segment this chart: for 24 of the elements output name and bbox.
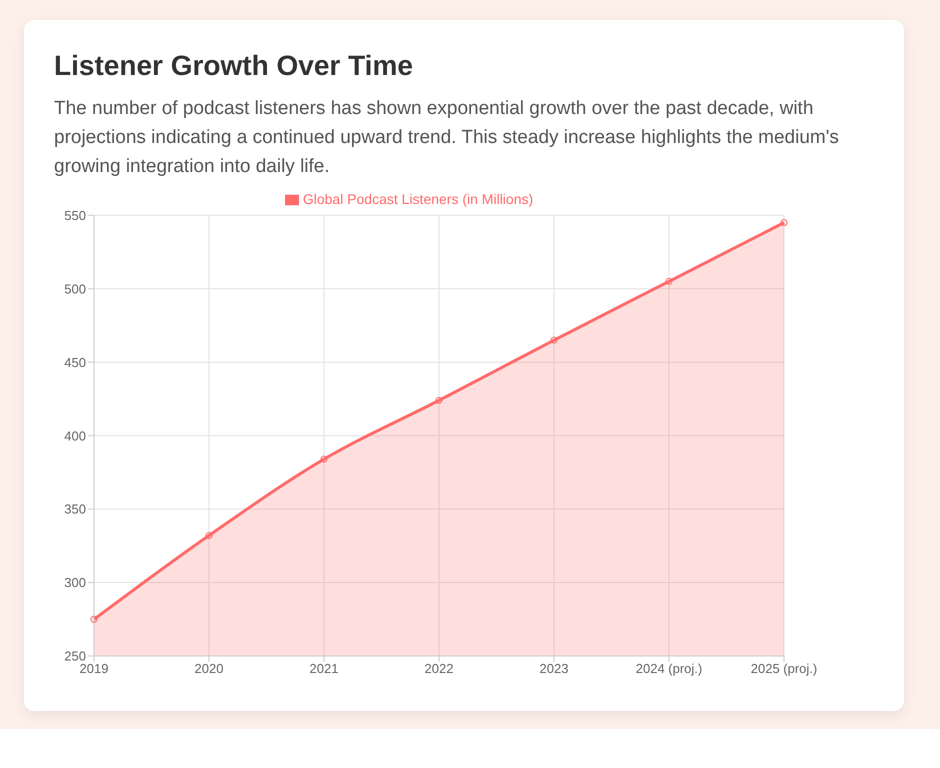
- point: [436, 396, 442, 404]
- chart-subtitle: The number of podcast listeners has shown exponential growth over the past decade, with projections indicating a continued upward trend. This steady increase highlights the medium's growing integration into daily life.: [54, 97, 840, 179]
- y-tick-label: 450: [64, 354, 86, 370]
- x-tick-label: 2023: [540, 661, 568, 676]
- y-tick-label: 550: [64, 208, 86, 223]
- y-tick-label: 400: [64, 428, 86, 444]
- y-tick-label: 350: [64, 502, 86, 517]
- point: [320, 456, 328, 463]
- y-tick-label: 300: [64, 575, 86, 590]
- point: [206, 532, 212, 540]
- x-tick-label: 2021: [310, 661, 338, 676]
- point: [666, 278, 672, 285]
- x-tick-label: 2024 (proj.): [636, 661, 702, 676]
- y-tick-label: 500: [64, 281, 86, 296]
- x-tick-label: 2022: [424, 661, 454, 676]
- point: [550, 336, 558, 344]
- y-tick-label: 250: [64, 648, 86, 664]
- point: [90, 616, 98, 623]
- x-tick-label: 2019: [80, 661, 108, 676]
- point: [780, 219, 788, 226]
- legend-label: Global Podcast Listeners (in Millions): [302, 191, 534, 207]
- x-tick-label: 2025 (proj.): [750, 661, 818, 676]
- x-tick-label: 2020: [194, 661, 224, 676]
- chart-title: Listener Growth Over Time: [54, 50, 414, 82]
